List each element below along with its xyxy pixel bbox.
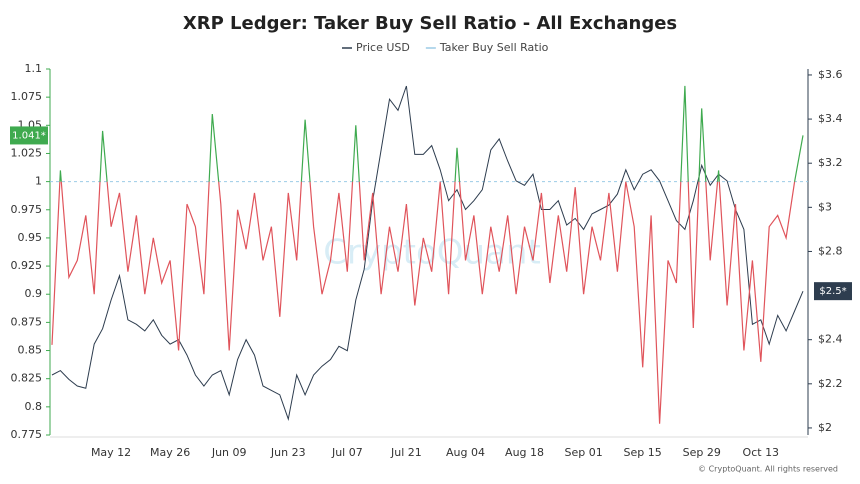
x-tick-label: Aug 04 xyxy=(446,446,485,459)
last-value-label: 1.041* xyxy=(12,130,46,141)
x-tick-label: Jul 07 xyxy=(331,446,363,459)
x-tick-label: Jul 21 xyxy=(390,446,422,459)
y-tick-label: 1 xyxy=(35,175,42,188)
y-tick-label: 0.85 xyxy=(18,344,43,357)
y2-tick-label: $2 xyxy=(818,421,832,434)
legend-label: Taker Buy Sell Ratio xyxy=(439,41,549,54)
ratio-line-below xyxy=(51,181,796,424)
last-value-label: $2.5* xyxy=(819,286,846,297)
chart-title: XRP Ledger: Taker Buy Sell Ratio - All E… xyxy=(183,13,677,34)
y-tick-label: 1.075 xyxy=(11,90,43,103)
y2-tick-label: $2.2 xyxy=(818,377,843,390)
y-tick-label: 0.975 xyxy=(11,203,43,216)
x-tick-label: Aug 18 xyxy=(505,446,544,459)
y-tick-label: 0.875 xyxy=(11,315,43,328)
x-tick-label: May 26 xyxy=(150,446,190,459)
x-tick-label: Sep 01 xyxy=(564,446,602,459)
x-tick-label: May 12 xyxy=(91,446,131,459)
x-tick-label: Jun 09 xyxy=(211,446,247,459)
y2-tick-label: $2.8 xyxy=(818,244,843,257)
y2-tick-label: $2.4 xyxy=(818,333,843,346)
y-tick-label: 0.9 xyxy=(25,287,43,300)
footer: © CryptoQuant. All rights reserved xyxy=(698,465,838,474)
y2-tick-label: $3.6 xyxy=(818,68,843,81)
last-value-badge xyxy=(814,282,852,301)
x-tick-label: Oct 13 xyxy=(743,446,780,459)
y-tick-label: 0.95 xyxy=(18,231,43,244)
y2-tick-label: $3.2 xyxy=(818,156,843,169)
y-tick-label: 0.775 xyxy=(11,428,43,441)
y-tick-label: 0.925 xyxy=(11,259,43,272)
last-value-badge xyxy=(10,126,48,145)
y2-tick-label: $3.4 xyxy=(818,112,843,125)
x-tick-label: Sep 29 xyxy=(683,446,721,459)
x-tick-label: Jun 23 xyxy=(270,446,306,459)
legend-label: Price USD xyxy=(356,41,410,54)
y-tick-label: 0.8 xyxy=(25,400,43,413)
y-tick-label: 1.025 xyxy=(11,146,43,159)
y-tick-label: 0.825 xyxy=(11,372,43,385)
y-tick-label: 1.1 xyxy=(25,62,43,75)
x-tick-label: Sep 15 xyxy=(624,446,662,459)
y2-tick-label: $3 xyxy=(818,200,832,213)
